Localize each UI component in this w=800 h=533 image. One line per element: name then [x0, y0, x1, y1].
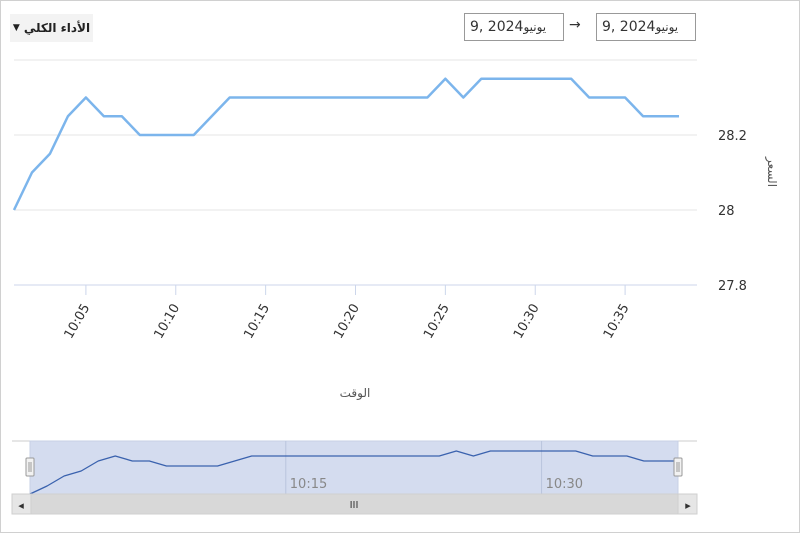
data-point: [425, 96, 429, 100]
date-to-field[interactable]: 9, 2024 يونيو: [596, 13, 696, 41]
data-point: [300, 96, 304, 100]
data-point: [354, 96, 358, 100]
arrow-left-icon[interactable]: ◂: [18, 499, 24, 512]
navigator-tick-label: 10:30: [546, 477, 583, 492]
data-point: [12, 208, 16, 212]
data-point: [336, 96, 340, 100]
data-point: [84, 96, 88, 100]
data-point: [407, 96, 411, 100]
x-tick-label: 10:35: [601, 302, 633, 342]
data-point: [659, 114, 663, 118]
data-point: [102, 114, 106, 118]
scroll-left-button[interactable]: [11, 493, 32, 515]
navigator-series-line: [29, 450, 678, 495]
y-axis-title: السعر: [764, 156, 779, 187]
data-point: [48, 152, 52, 156]
x-axis-title: الوقت: [340, 386, 371, 401]
data-point: [677, 114, 681, 118]
data-point: [246, 96, 250, 100]
navigator-right-handle[interactable]: [673, 457, 683, 477]
x-tick-label: 10:10: [152, 302, 184, 342]
data-point: [264, 96, 268, 100]
data-point: [371, 96, 375, 100]
performance-label: الأداء الكلي: [23, 21, 91, 35]
data-point: [120, 114, 124, 118]
date-to-day-year: 9, 2024: [602, 19, 656, 35]
data-point: [210, 114, 214, 118]
navigator-tick-label: 10:15: [290, 477, 327, 492]
data-point: [443, 77, 447, 81]
data-point: [569, 77, 573, 81]
date-to-month: يونيو: [655, 20, 679, 34]
data-point: [587, 96, 591, 100]
data-point: [623, 96, 627, 100]
x-tick-label: 10:05: [62, 302, 94, 342]
data-point: [605, 96, 609, 100]
data-point: [66, 114, 70, 118]
data-point: [461, 96, 465, 100]
navigator-left-handle[interactable]: [25, 457, 35, 477]
scrollbar-grip-icon[interactable]: III: [350, 500, 359, 511]
arrow-right-icon[interactable]: ▸: [685, 499, 691, 512]
data-point: [318, 96, 322, 100]
y-tick-label: 28.2: [718, 129, 747, 144]
performance-dropdown[interactable]: ▼ الأداء الكلي: [10, 14, 93, 42]
x-tick-label: 10:30: [511, 302, 543, 342]
series-line: [12, 77, 680, 211]
x-tick-label: 10:25: [421, 302, 453, 342]
data-point: [228, 96, 232, 100]
navigator-selection[interactable]: [29, 440, 679, 495]
date-from-field[interactable]: 9, 2024 يونيو: [464, 13, 564, 41]
data-point: [138, 133, 142, 137]
scroll-right-button[interactable]: [677, 493, 698, 515]
data-point: [174, 133, 178, 137]
data-point: [389, 96, 393, 100]
x-tick-label: 10:15: [241, 302, 273, 342]
chevron-down-icon: ▼: [12, 23, 20, 33]
x-tick-label: 10:20: [331, 302, 363, 342]
data-point: [192, 133, 196, 137]
data-point: [533, 77, 537, 81]
data-point: [641, 114, 645, 118]
data-point: [30, 171, 34, 175]
data-point: [479, 77, 483, 81]
date-from-day-year: 9, 2024: [470, 19, 524, 35]
date-from-month: يونيو: [523, 20, 547, 34]
data-point: [156, 133, 160, 137]
y-tick-label: 28: [718, 204, 735, 219]
data-point: [282, 96, 286, 100]
range-arrow-icon: →: [569, 17, 581, 33]
data-point: [497, 77, 501, 81]
y-tick-label: 27.8: [718, 279, 747, 294]
data-point: [551, 77, 555, 81]
data-point: [515, 77, 519, 81]
